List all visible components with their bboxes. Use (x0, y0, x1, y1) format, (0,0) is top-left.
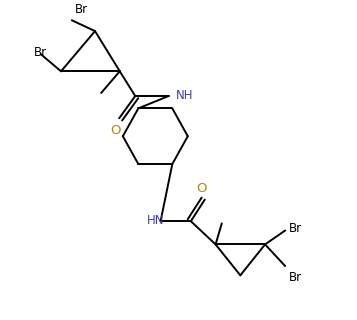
Text: HN: HN (147, 214, 165, 227)
Text: O: O (196, 182, 207, 195)
Text: NH: NH (175, 89, 193, 102)
Text: Br: Br (34, 46, 47, 59)
Text: Br: Br (289, 222, 302, 235)
Text: Br: Br (75, 3, 88, 16)
Text: Br: Br (289, 271, 302, 284)
Text: O: O (110, 124, 120, 137)
